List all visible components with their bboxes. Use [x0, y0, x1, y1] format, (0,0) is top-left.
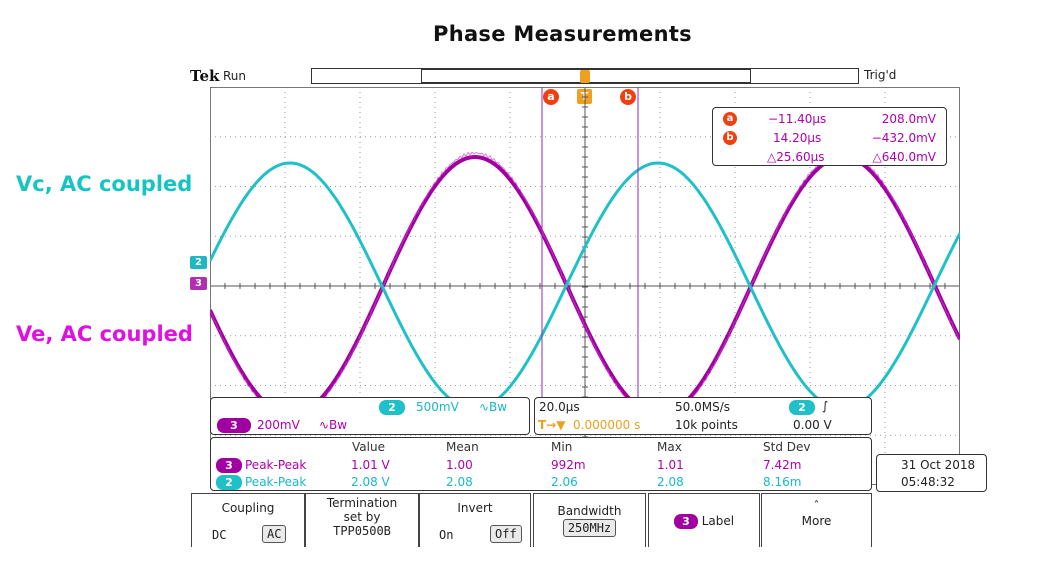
meas-row-2-std-dev: 8.16m: [763, 475, 802, 489]
label-text: Label: [701, 514, 735, 528]
date-display: 31 Oct 2018: [901, 458, 976, 472]
meas-header-min: Min: [551, 440, 573, 454]
bandwidth-title: Bandwidth: [557, 504, 622, 518]
datetime-panel: 31 Oct 2018 05:48:32: [876, 454, 987, 492]
brand-logo: Tek: [190, 67, 220, 85]
invert-on-option[interactable]: On: [439, 528, 454, 542]
invert-title: Invert: [457, 501, 493, 515]
coupling-ac-option[interactable]: AC: [262, 525, 287, 543]
vc-label: Vc, AC coupled: [16, 172, 193, 196]
meas-header-std-dev: Std Dev: [763, 440, 811, 454]
cursor-b-time: 14.20µs: [773, 131, 822, 145]
sample-rate: 50.0MS/s: [675, 400, 730, 414]
meas-row-2-min: 2.06: [551, 475, 578, 489]
cursor-a-volt: 208.0mV: [881, 112, 936, 126]
acquisition-status: Run: [223, 69, 247, 83]
meas-row-1-max: 1.01: [657, 458, 684, 472]
meas-row-1-value: 1.01 V: [351, 458, 390, 472]
ch2-scale[interactable]: 500mV: [416, 400, 459, 414]
menu-label[interactable]: 3 Label: [648, 493, 760, 547]
menu-invert[interactable]: Invert On Off: [419, 493, 531, 547]
meas-row-1-name[interactable]: Peak-Peak: [245, 458, 307, 472]
ch3-badge[interactable]: 3: [217, 418, 251, 433]
more-text: More: [801, 514, 832, 528]
bandwidth-value[interactable]: 250MHz: [562, 519, 617, 537]
page-title: Phase Measurements: [433, 22, 692, 46]
meas-header-mean: Mean: [446, 440, 479, 454]
more-arrow-icon: ˆ: [813, 499, 820, 513]
termination-probe: TPP0500B: [333, 524, 391, 538]
meas-header-max: Max: [657, 440, 682, 454]
cursor-delta-volt: △640.0mV: [872, 150, 936, 164]
meas-row-2-mean: 2.08: [446, 475, 473, 489]
menu-more[interactable]: ˆ More: [761, 493, 872, 547]
meas-row-2-value: 2.08 V: [351, 475, 390, 489]
ch3-ground-marker[interactable]: 3: [190, 277, 207, 290]
measurements-panel[interactable]: Value Mean Min Max Std Dev 3 Peak-Peak 1…: [210, 437, 872, 491]
cursor-b-volt: −432.0mV: [871, 131, 936, 145]
channel-settings-panel[interactable]: 2 500mV ∿Bw 3 200mV ∿Bw: [210, 397, 530, 435]
invert-off-option[interactable]: Off: [490, 525, 522, 543]
cursor-b-marker[interactable]: b: [620, 89, 636, 105]
time-display: 05:48:32: [901, 475, 955, 489]
meas-row-1-min: 992m: [551, 458, 586, 472]
horizontal-position[interactable]: 0.000000 s: [573, 418, 641, 432]
cursor-readout-panel: a −11.40µs 208.0mV b 14.20µs −432.0mV △2…: [712, 107, 947, 166]
ch2-ground-marker[interactable]: 2: [190, 256, 207, 269]
horizontal-scale[interactable]: 20.0µs: [539, 400, 580, 414]
ch2-badge[interactable]: 2: [379, 400, 405, 415]
trigger-level[interactable]: 0.00 V: [793, 418, 832, 432]
termination-sub: set by: [343, 510, 381, 524]
record-length: 10k points: [675, 418, 738, 432]
menu-coupling[interactable]: Coupling DC AC: [191, 493, 305, 547]
meas-row-1-std-dev: 7.42m: [763, 458, 802, 472]
cursor-a-marker[interactable]: a: [543, 89, 559, 105]
ve-label: Ve, AC coupled: [16, 322, 193, 346]
cursor-a-badge: a: [723, 112, 737, 126]
meas-row-1-channel: 3: [216, 458, 242, 473]
coupling-title: Coupling: [221, 501, 275, 515]
record-view-bar[interactable]: [311, 68, 859, 84]
termination-title: Termination: [326, 496, 398, 510]
label-channel-badge: 3: [673, 514, 698, 529]
ch2-bandwidth-icon: ∿Bw: [479, 400, 508, 414]
coupling-dc-option[interactable]: DC: [212, 528, 227, 542]
cursor-delta-time: △25.60µs: [767, 150, 825, 164]
trigger-status: Trig'd: [864, 68, 897, 82]
menu-bandwidth[interactable]: Bandwidth 250MHz: [533, 493, 646, 547]
trigger-slope-icon: ∫: [822, 399, 829, 413]
ch3-bandwidth-icon: ∿Bw: [319, 418, 348, 432]
meas-row-2-name[interactable]: Peak-Peak: [245, 475, 307, 489]
meas-row-2-channel: 2: [216, 475, 242, 490]
cursor-b-badge: b: [723, 131, 737, 145]
cursor-a-time: −11.40µs: [768, 112, 827, 126]
menu-termination[interactable]: Termination set by TPP0500B: [305, 493, 419, 547]
meas-row-1-mean: 1.00: [446, 458, 473, 472]
trigger-channel-badge[interactable]: 2: [789, 400, 815, 415]
timebase-panel[interactable]: 20.0µs 50.0MS/s 2 ∫ T→▼ 0.000000 s 10k p…: [534, 397, 872, 435]
trigger-position-icon-label: T→▼: [538, 418, 566, 432]
ch3-scale[interactable]: 200mV: [257, 418, 300, 432]
meas-header-value: Value: [352, 440, 385, 454]
meas-row-2-max: 2.08: [657, 475, 684, 489]
trigger-position-icon: [580, 70, 590, 83]
